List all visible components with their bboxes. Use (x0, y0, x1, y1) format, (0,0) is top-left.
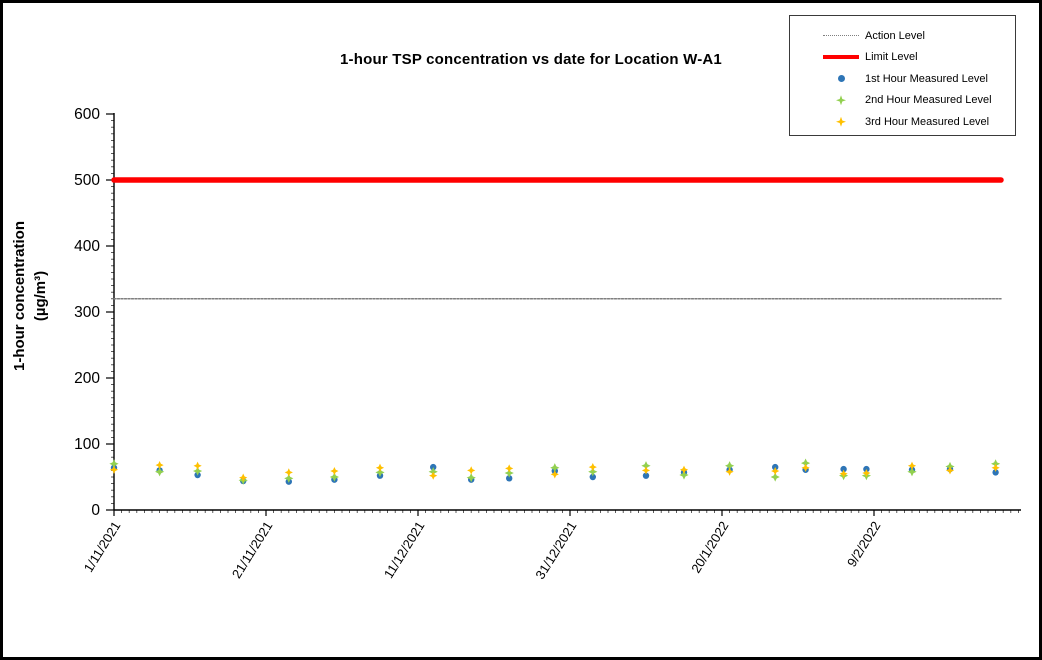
data-point-3rd-hour (239, 473, 248, 482)
x-tick-label: 9/2/2022 (844, 519, 884, 570)
data-point-3rd-hour (862, 468, 871, 478)
data-point-2nd-hour (907, 467, 917, 477)
data-point-3rd-hour (375, 463, 385, 472)
data-point-2nd-hour (375, 467, 385, 477)
x-tick-label: 20/1/2022 (688, 519, 731, 576)
y-tick-label: 300 (74, 304, 100, 321)
data-point-3rd-hour (284, 468, 293, 477)
data-point-2nd-hour (588, 467, 598, 477)
star-marker-icon (823, 95, 859, 106)
legend-item-limit-level: Limit Level (790, 47, 1015, 69)
data-point-3rd-hour (330, 466, 339, 476)
data-point-3rd-hour (193, 461, 202, 470)
data-point-2nd-hour (801, 458, 811, 468)
y-tick-label: 500 (74, 172, 100, 189)
data-point-1st-hour (506, 475, 513, 482)
x-tick-label: 31/12/2021 (532, 519, 579, 582)
data-point-3rd-hour (550, 470, 559, 479)
data-point-3rd-hour (839, 469, 848, 478)
data-point-2nd-hour (155, 467, 165, 477)
action-level-line-swatch-icon (823, 35, 859, 37)
data-point-3rd-hour (679, 465, 689, 474)
data-point-3rd-hour (907, 461, 917, 470)
y-axis-title-line2: (µg/m³) (32, 270, 49, 322)
data-point-2nd-hour (284, 473, 294, 483)
y-tick-label: 400 (74, 238, 100, 255)
data-point-2nd-hour (504, 468, 514, 478)
data-point-3rd-hour (725, 467, 734, 476)
legend-item-1st-hour: 1st Hour Measured Level (790, 68, 1015, 90)
data-point-1st-hour (642, 472, 650, 479)
data-point-3rd-hour (109, 465, 119, 474)
data-point-3rd-hour (991, 463, 1000, 472)
data-point-1st-hour (430, 463, 437, 471)
legend-label: 3rd Hour Measured Level (865, 115, 990, 128)
x-tick-label: 1/11/2021 (81, 519, 124, 575)
chart-title: 1-hour TSP concentration vs date for Loc… (340, 51, 722, 68)
y-tick-label: 100 (74, 436, 100, 453)
circle-marker-icon (823, 75, 859, 83)
data-point-3rd-hour (641, 466, 651, 475)
data-point-3rd-hour (588, 463, 597, 472)
data-point-3rd-hour (429, 471, 438, 480)
data-point-3rd-hour (467, 466, 476, 475)
data-point-2nd-hour (466, 473, 476, 483)
y-axis-title-line1: 1-hour concentration (11, 221, 28, 372)
data-point-1st-hour (992, 469, 999, 476)
legend-item-action-level: Action Level (790, 25, 1015, 47)
legend-label: 2nd Hour Measured Level (865, 94, 992, 107)
data-point-3rd-hour (801, 463, 810, 472)
data-point-2nd-hour (109, 459, 119, 469)
data-point-3rd-hour (771, 466, 780, 476)
star-marker-icon (823, 116, 859, 127)
legend-item-2nd-hour: 2nd Hour Measured Level (790, 90, 1015, 112)
x-tick-label: 11/12/2021 (381, 519, 428, 581)
y-tick-label: 600 (74, 106, 100, 123)
data-point-2nd-hour (329, 472, 339, 482)
data-point-2nd-hour (725, 461, 735, 471)
data-point-2nd-hour (550, 463, 560, 473)
legend-label: 1st Hour Measured Level (865, 72, 988, 85)
data-point-2nd-hour (679, 470, 689, 480)
x-tick-label: 21/11/2021 (229, 519, 276, 581)
data-point-2nd-hour (641, 461, 651, 471)
y-tick-label: 200 (74, 370, 100, 387)
data-point-3rd-hour (505, 464, 514, 473)
legend-item-3rd-hour: 3rd Hour Measured Level (790, 111, 1015, 133)
data-point-3rd-hour (945, 466, 955, 475)
data-point-1st-hour (589, 473, 596, 481)
legend-box: Action Level Limit Level 1st Hour Measur… (789, 15, 1016, 136)
data-point-2nd-hour (193, 466, 203, 476)
data-point-1st-hour (840, 465, 847, 473)
data-point-2nd-hour (770, 472, 780, 482)
legend-label: Action Level (865, 29, 925, 42)
legend-label: Limit Level (865, 51, 918, 64)
y-tick-label: 0 (91, 502, 100, 519)
data-point-3rd-hour (155, 461, 164, 470)
y-axis-title: 1-hour concentration (µg/m³) (9, 146, 55, 446)
limit-level-line-swatch-icon (823, 55, 859, 60)
